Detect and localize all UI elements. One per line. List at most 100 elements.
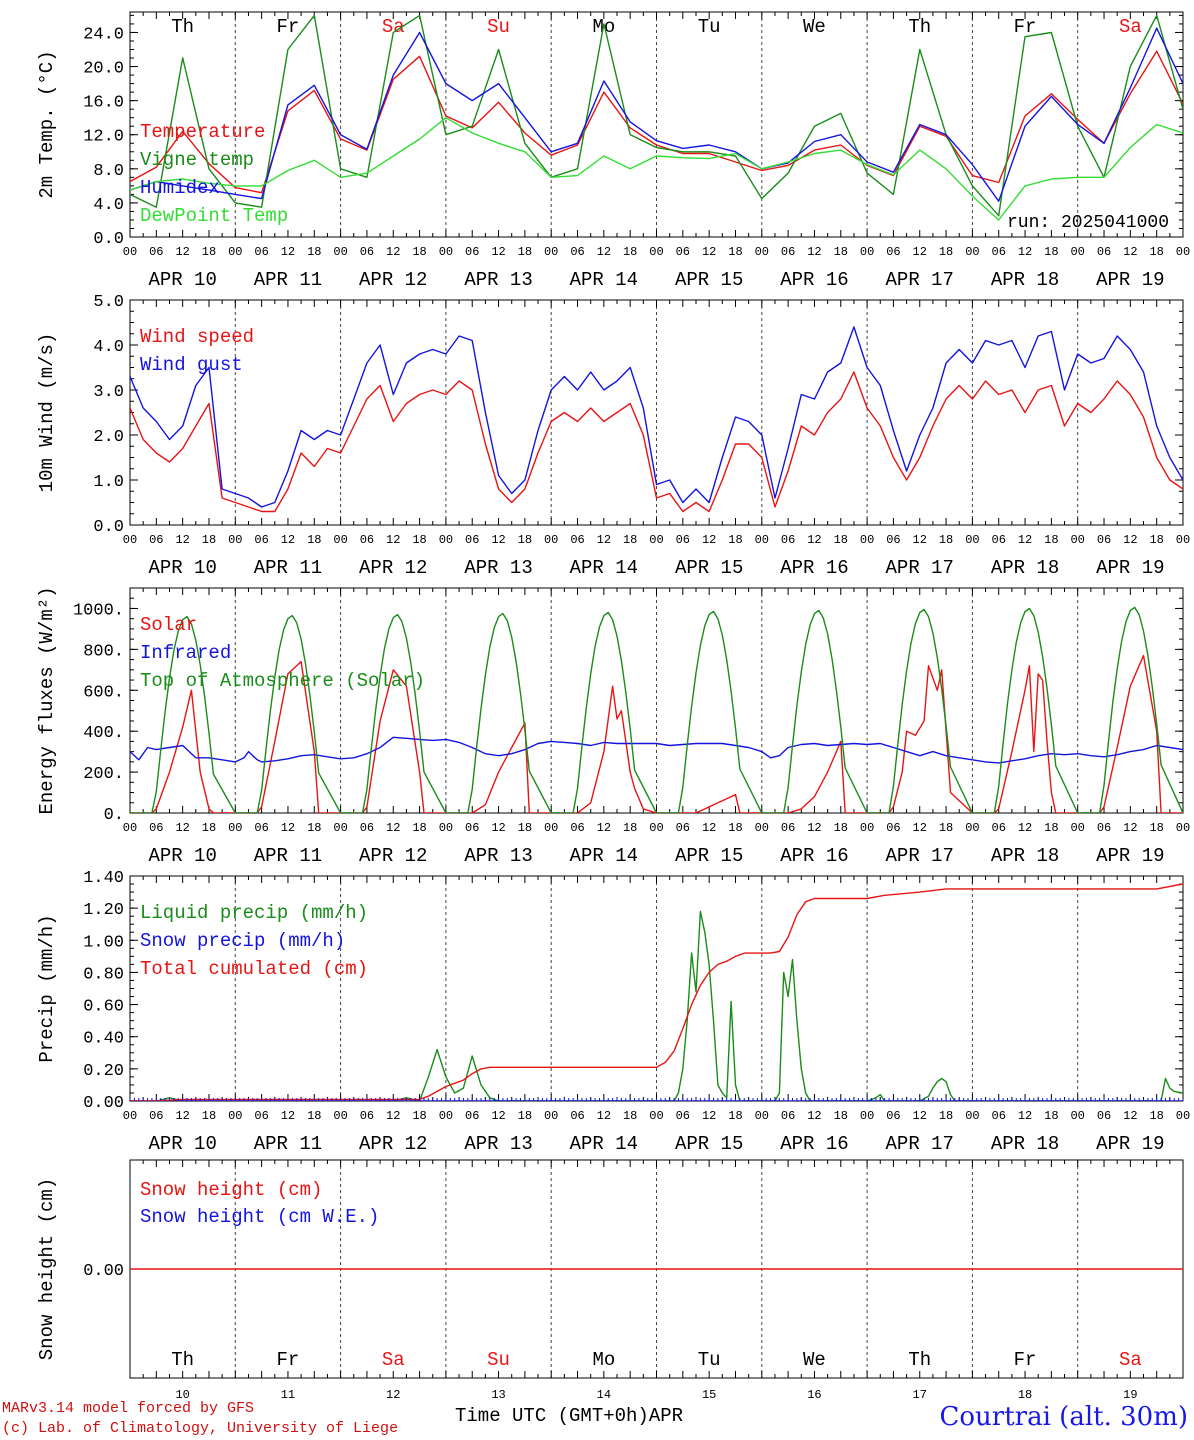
hour-tick-label: 06 (886, 821, 900, 835)
y-tick-label: 8.0 (93, 162, 124, 181)
panel-3: 00 06 12 18 00 06 12 18 00 06 12 18 00 06 12 18 00 06 12 18… (36, 586, 1190, 867)
hour-tick-label: 00 (228, 245, 242, 259)
day-number-label: 17 (913, 1388, 927, 1402)
date-label: APR 15 (675, 269, 743, 291)
station-name: Courtrai (alt. 30m) (939, 1402, 1189, 1432)
date-label: APR 12 (359, 269, 427, 291)
date-label: APR 15 (675, 557, 743, 579)
series-line-liquid-precip-mm-h (130, 910, 1183, 1101)
date-label: APR 19 (1096, 269, 1164, 291)
hour-tick-label: 00 (649, 1109, 663, 1123)
hour-tick-label: 18 (1149, 1109, 1163, 1123)
hour-tick-label: 06 (992, 533, 1006, 547)
day-number-label: 11 (281, 1388, 295, 1402)
hour-tick-label: 06 (781, 245, 795, 259)
hour-tick-label: 00 (544, 1109, 558, 1123)
date-label: APR 15 (675, 845, 743, 867)
hour-tick-label: 18 (834, 821, 848, 835)
hour-tick-label: 00 (860, 245, 874, 259)
hour-tick-label: 18 (939, 1109, 953, 1123)
hour-tick-label: 12 (702, 1109, 716, 1123)
hour-tick-label: 18 (202, 821, 216, 835)
hour-tick-label: 12 (281, 245, 295, 259)
y-tick-label: 0.0 (93, 230, 124, 249)
hour-tick-label: 18 (939, 533, 953, 547)
y-tick-label: 0.00 (83, 1262, 124, 1281)
x-axis-month: APR (648, 1405, 684, 1427)
hour-tick-label: 18 (834, 245, 848, 259)
hour-tick-label: 00 (228, 821, 242, 835)
hour-tick-label: 18 (1044, 821, 1058, 835)
hour-tick-label: 00 (860, 533, 874, 547)
date-label: APR 18 (991, 1133, 1059, 1155)
hour-tick-label: 18 (728, 245, 742, 259)
hour-tick-label: 12 (1123, 1109, 1137, 1123)
hour-tick-label: 00 (333, 821, 347, 835)
model-credit-text: MARv3.14 model forced by GFS (2, 1400, 255, 1417)
date-label: APR 14 (570, 269, 638, 291)
hour-tick-label: 12 (597, 821, 611, 835)
lab-credit-text: (c) Lab. of Climatology, University of L… (2, 1420, 399, 1437)
series-line-total-cumulated-cm (130, 883, 1183, 1101)
hour-tick-label: 00 (544, 821, 558, 835)
y-tick-label: 0.40 (83, 1030, 124, 1049)
date-label: APR 13 (464, 1133, 532, 1155)
hour-tick-label: 12 (1018, 1109, 1032, 1123)
y-tick-label: 0.00 (83, 1094, 124, 1113)
date-label: APR 17 (886, 269, 954, 291)
y-tick-label: 0. (104, 806, 124, 825)
hour-tick-label: 18 (834, 533, 848, 547)
day-number-label: 19 (1123, 1388, 1137, 1402)
hour-tick-label: 00 (1176, 533, 1190, 547)
y-tick-label: 200. (83, 765, 124, 784)
hour-tick-label: 06 (1097, 821, 1111, 835)
y-axis-label: Precip (mm/h) (36, 914, 58, 1062)
hour-tick-label: 06 (992, 1109, 1006, 1123)
hour-tick-label: 12 (702, 821, 716, 835)
hour-tick-label: 00 (1070, 1109, 1084, 1123)
day-number-label: 12 (386, 1388, 400, 1402)
date-label: APR 19 (1096, 1133, 1164, 1155)
plot-frame (129, 587, 1184, 814)
hour-tick-label: 06 (781, 533, 795, 547)
hour-tick-label: 18 (307, 821, 321, 835)
hour-tick-label: 06 (676, 1109, 690, 1123)
hour-tick-label: 18 (307, 1109, 321, 1123)
y-tick-label: 24.0 (83, 25, 124, 44)
plot-frame (129, 11, 1184, 238)
weekday-label: Sa (1119, 16, 1142, 38)
date-label: APR 12 (359, 845, 427, 867)
hour-tick-label: 18 (518, 245, 532, 259)
hour-tick-label: 00 (649, 245, 663, 259)
hour-tick-label: 06 (360, 245, 374, 259)
hour-tick-label: 18 (1044, 1109, 1058, 1123)
hour-tick-label: 00 (649, 821, 663, 835)
hour-tick-label: 12 (807, 1109, 821, 1123)
hour-tick-label: 06 (1097, 1109, 1111, 1123)
hour-tick-label: 06 (360, 821, 374, 835)
day-number-label: 15 (702, 1388, 716, 1402)
legend-entry: DewPoint Temp (140, 205, 288, 227)
hour-tick-label: 12 (386, 1109, 400, 1123)
hour-tick-label: 12 (175, 821, 189, 835)
hour-tick-label: 00 (123, 245, 137, 259)
panel-4: 00 06 12 18 00 06 12 18 00 06 12 18 00 06 12 18 00 06 12 18… (36, 869, 1190, 1155)
series-line-infrared (130, 736, 1183, 764)
hour-tick-label: 06 (1097, 245, 1111, 259)
weekday-label: Th (908, 1349, 931, 1371)
y-tick-label: 3.0 (93, 383, 124, 402)
hour-tick-label: 12 (913, 245, 927, 259)
hour-tick-label: 06 (149, 821, 163, 835)
date-label: APR 15 (675, 1133, 743, 1155)
hour-tick-label: 12 (702, 533, 716, 547)
y-tick-label: 1.20 (83, 901, 124, 920)
hour-tick-label: 18 (623, 533, 637, 547)
weekday-label: Tu (698, 1349, 721, 1371)
hour-tick-label: 00 (1070, 533, 1084, 547)
date-label: APR 16 (780, 557, 848, 579)
date-label: APR 17 (886, 557, 954, 579)
hour-tick-label: 00 (544, 533, 558, 547)
date-label: APR 12 (359, 1133, 427, 1155)
hour-tick-label: 06 (465, 1109, 479, 1123)
